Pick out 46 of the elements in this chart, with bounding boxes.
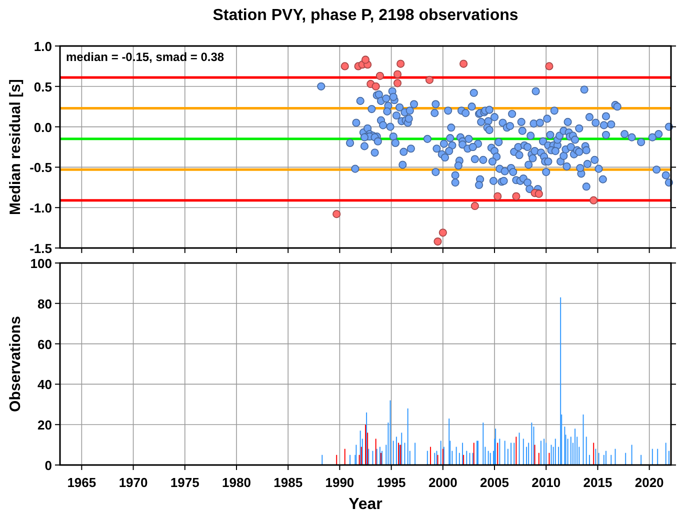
y-axis-title: Median residual [s] bbox=[7, 79, 24, 215]
y-axis-title: Observations bbox=[7, 316, 24, 412]
x-tick-label: 1995 bbox=[376, 475, 406, 490]
x-tick-label: 2005 bbox=[480, 475, 509, 490]
y-tick-label: 80 bbox=[38, 296, 52, 312]
point bbox=[425, 76, 434, 84]
chart-title: Station PVY, phase P, 2198 observations bbox=[212, 7, 518, 24]
x-tick-label: 1985 bbox=[274, 475, 303, 490]
y-tick-label: -0.5 bbox=[30, 160, 52, 176]
point bbox=[545, 62, 554, 70]
x-tick-label: 1975 bbox=[170, 475, 200, 490]
x-tick-label: 1970 bbox=[118, 475, 148, 490]
y-tick-label: -1.0 bbox=[30, 200, 52, 216]
point bbox=[393, 70, 402, 78]
x-tick-label: 2010 bbox=[532, 475, 561, 490]
point bbox=[361, 56, 370, 64]
point bbox=[396, 60, 405, 68]
x-tick-label: 2020 bbox=[634, 475, 664, 490]
point bbox=[494, 192, 502, 200]
point bbox=[434, 237, 442, 246]
x-tick-label: 1965 bbox=[67, 475, 96, 490]
x-tick-label: 2015 bbox=[583, 475, 612, 490]
y-tick-label: 60 bbox=[38, 336, 52, 352]
point bbox=[460, 60, 468, 68]
point bbox=[372, 82, 380, 90]
y-tick-label: 0.0 bbox=[34, 120, 52, 135]
point bbox=[470, 202, 479, 210]
y-tick-label: -1.5 bbox=[30, 241, 52, 256]
x-axis-title: Year bbox=[348, 496, 382, 511]
point bbox=[340, 62, 349, 70]
annotation: median = -0.15, smad = 0.38 bbox=[66, 50, 224, 64]
y-tick-label: 40 bbox=[38, 377, 52, 392]
point bbox=[438, 228, 447, 237]
x-tick-label: 1990 bbox=[325, 475, 354, 490]
point bbox=[590, 196, 598, 204]
y-tick-label: 100 bbox=[30, 256, 52, 271]
y-tick-label: 1.0 bbox=[34, 39, 52, 54]
y-tick-label: 20 bbox=[38, 418, 52, 433]
x-tick-label: 1980 bbox=[222, 475, 251, 490]
point bbox=[512, 192, 520, 200]
point bbox=[332, 210, 341, 218]
point bbox=[376, 72, 384, 80]
x-tick-label: 2000 bbox=[428, 475, 458, 490]
y-tick-label: 0 bbox=[44, 458, 52, 473]
y-tick-label: 0.5 bbox=[34, 79, 52, 94]
point bbox=[393, 79, 402, 88]
